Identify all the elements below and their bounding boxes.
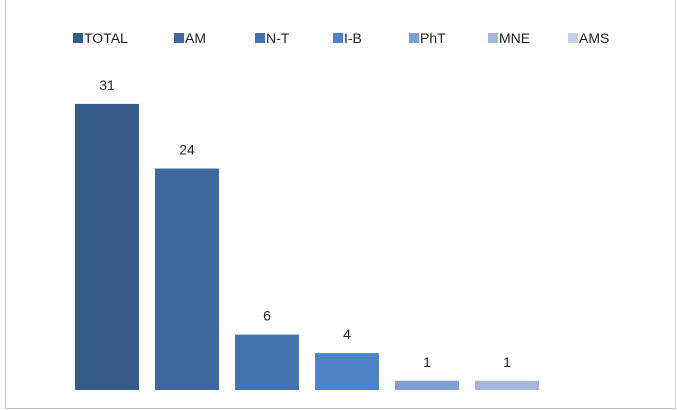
legend-label-total: TOTAL <box>84 30 128 46</box>
bar-pht <box>395 380 459 390</box>
bar-am <box>155 168 219 390</box>
bar-mne <box>475 380 539 390</box>
legend-swatch-n-t <box>255 33 265 43</box>
legend-swatch-pht <box>409 33 419 43</box>
legend-swatch-ams <box>568 33 578 43</box>
data-label-mne: 1 <box>503 354 511 370</box>
chart-bars <box>75 103 539 391</box>
data-label-am: 24 <box>179 142 195 158</box>
legend-label-pht: PhT <box>420 30 446 46</box>
legend-label-am: AM <box>185 30 206 46</box>
legend-swatch-i-b <box>333 33 343 43</box>
chart-frame <box>5 0 676 409</box>
legend-swatch-total <box>73 33 83 43</box>
data-label-pht: 1 <box>423 354 431 370</box>
data-label-total: 31 <box>99 77 115 93</box>
bar-n-t <box>235 334 299 390</box>
legend-swatch-am <box>174 33 184 43</box>
legend-label-mne: MNE <box>499 30 530 46</box>
legend-label-i-b: I-B <box>344 30 362 46</box>
bar-total <box>75 103 139 391</box>
chart-legend: TOTAL AM N-T I-B PhT MNE AMS <box>73 30 609 46</box>
data-label-n-t: 6 <box>263 308 271 324</box>
legend-swatch-mne <box>488 33 498 43</box>
legend-label-ams: AMS <box>579 30 609 46</box>
data-label-i-b: 4 <box>343 326 351 342</box>
legend-label-n-t: N-T <box>266 30 290 46</box>
bar-i-b <box>315 353 379 390</box>
chart-data-labels: 31 24 6 4 1 1 <box>99 77 511 370</box>
